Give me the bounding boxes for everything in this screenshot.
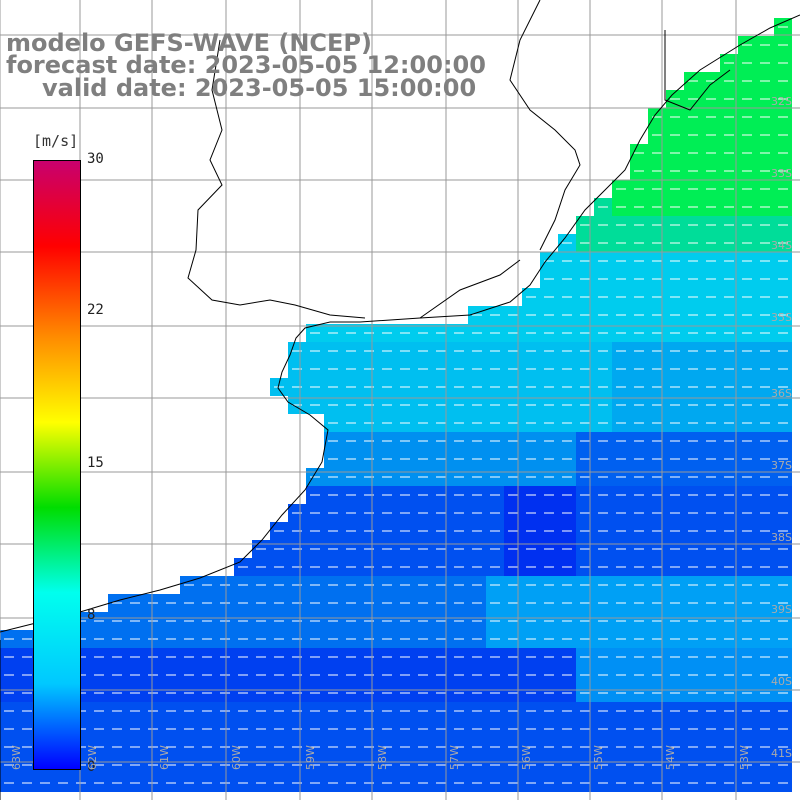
colorbar-tick: 8 — [87, 607, 96, 623]
title-line-model: modelo GEFS-WAVE (NCEP) — [6, 29, 372, 57]
lat-label: 39S — [771, 603, 792, 616]
lat-label: 40S — [771, 675, 792, 688]
colorbar-unit-label: [m/s] — [33, 132, 79, 150]
lon-label: 56W — [520, 745, 533, 770]
lat-label: 33S — [771, 167, 792, 180]
colorbar-tick: 15 — [87, 455, 104, 471]
lat-label: 41S — [771, 747, 792, 760]
lat-label: 37S — [771, 459, 792, 472]
lon-label: 57W — [448, 745, 461, 770]
lon-label: 60W — [230, 745, 243, 770]
title-line-valid-date: valid date: 2023-05-05 15:00:00 — [42, 74, 477, 102]
colorbar-gradient — [33, 160, 81, 770]
lon-label: 53W — [738, 745, 751, 770]
border-path — [187, 0, 731, 319]
title-line-forecast-date: forecast date: 2023-05-05 12:00:00 — [6, 51, 486, 79]
lat-label: 34S — [771, 239, 792, 252]
lon-label: 55W — [592, 745, 605, 770]
lon-label: 59W — [304, 745, 317, 770]
colorbar-tick: 0 — [87, 759, 96, 775]
lat-label: 32S — [771, 95, 792, 108]
lon-label: 54W — [664, 745, 677, 770]
lat-label: 35S — [771, 311, 792, 324]
lon-label: 63W — [10, 745, 23, 770]
lon-label: 61W — [158, 745, 171, 770]
lat-label: 38S — [771, 531, 792, 544]
lon-label: 58W — [376, 745, 389, 770]
colorbar-tick: 30 — [87, 151, 104, 167]
lon-label: 62W — [86, 745, 99, 770]
wind-vector-arrows — [4, 26, 788, 784]
colorbar-tick: 22 — [87, 302, 104, 318]
lat-label: 36S — [771, 387, 792, 400]
coastline-path — [0, 14, 800, 800]
